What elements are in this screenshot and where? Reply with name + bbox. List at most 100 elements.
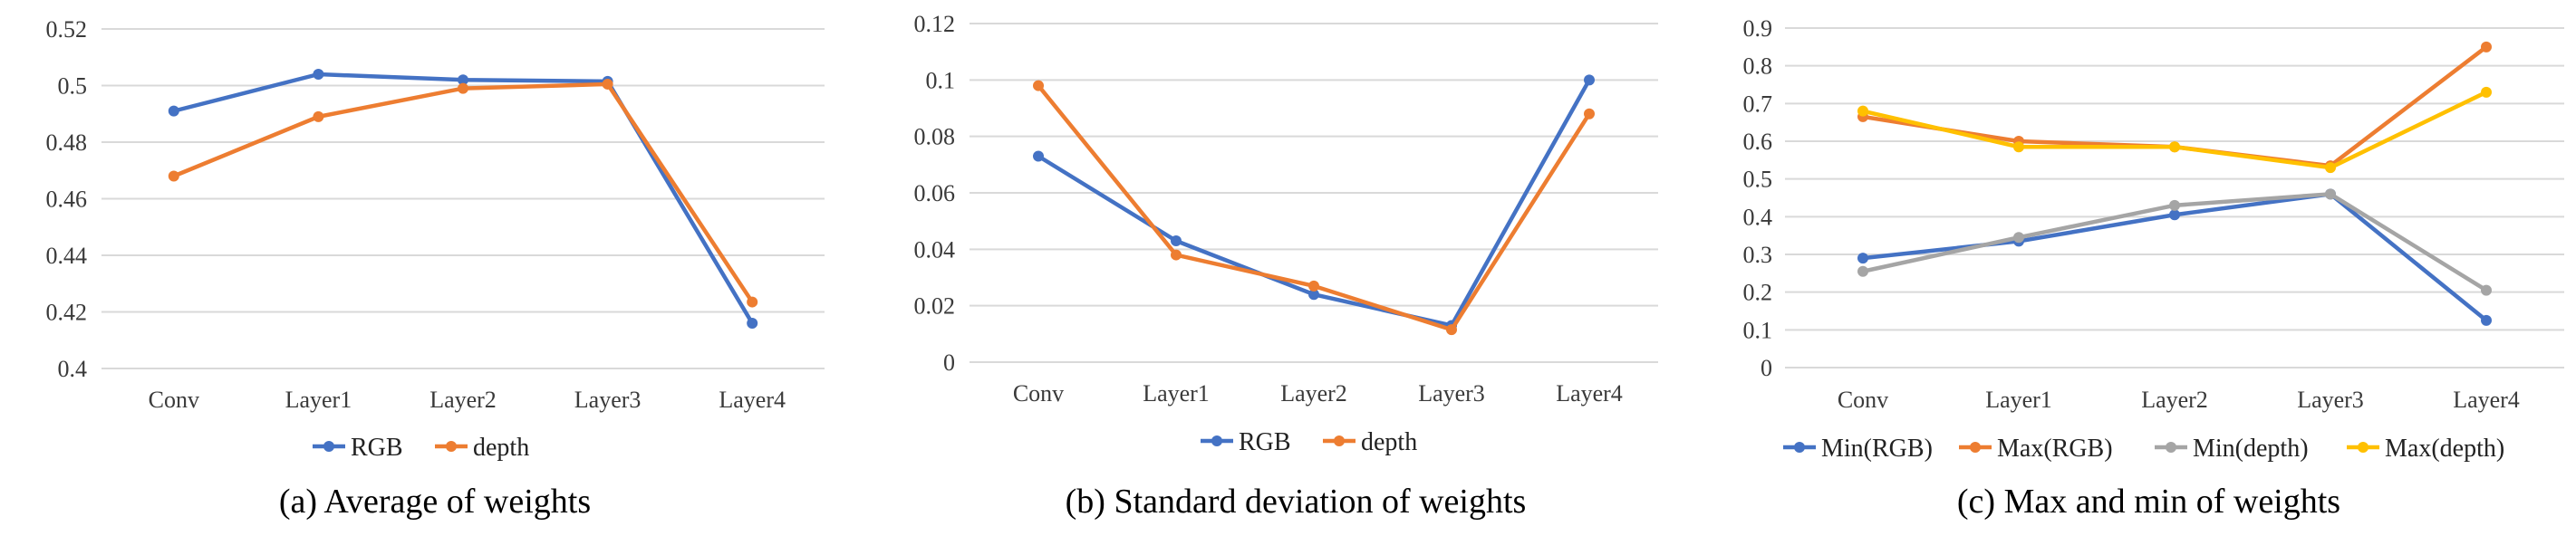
legend-item: Min(RGB) (1783, 435, 1933, 463)
x-tick-label: Layer1 (285, 387, 352, 413)
data-point (1308, 289, 1319, 301)
x-tick-label: Layer3 (2297, 387, 2364, 413)
data-point (458, 74, 468, 86)
data-point (1171, 249, 1182, 261)
data-point (747, 296, 758, 308)
data-point (2169, 209, 2180, 221)
x-tick-label: Layer4 (719, 387, 786, 413)
data-point (1033, 150, 1044, 162)
x-tick-label: Layer1 (1143, 380, 1210, 407)
legend-label: RGB (1239, 428, 1291, 456)
data-point (1857, 253, 1868, 264)
x-tick-label: Layer3 (574, 387, 642, 413)
legend-label: depth (1361, 428, 1417, 456)
y-tick-label: 0.9 (1743, 15, 1773, 42)
legend-item: Max(RGB) (1959, 435, 2113, 463)
chart-std-svg: 0 0.02 0.04 0.06 0.08 0.1 0.12 Conv Layer1 Layer2… (914, 11, 1658, 456)
y-tick-label: 0.1 (1743, 317, 1773, 343)
x-tick-label: Layer2 (429, 387, 497, 413)
x-tick-label: Conv (149, 387, 199, 413)
data-point (168, 105, 179, 117)
legend-item: depth (435, 434, 529, 462)
legend-swatch-marker (2166, 442, 2176, 453)
x-tick-label: Conv (1838, 387, 1888, 413)
chart-panel-average: 0.4 0.42 0.44 0.46 0.48 0.5 0.52 Conv Layer1 Laye… (0, 0, 870, 555)
x-tick-label: Layer1 (1985, 387, 2052, 413)
y-tick-label: 0.6 (1743, 129, 1773, 155)
data-point (747, 318, 758, 329)
legend-item: depth (1323, 428, 1417, 456)
data-point (1857, 265, 1868, 277)
x-tick-label: Layer3 (1418, 380, 1485, 407)
data-point (2013, 232, 2024, 244)
y-tick-label: 0.06 (914, 180, 956, 206)
x-tick-label: Layer2 (1280, 380, 1347, 407)
y-tick-label: 0 (1761, 355, 1772, 381)
y-tick-label: 0.12 (914, 11, 956, 37)
y-tick-label: 0.8 (1743, 53, 1773, 80)
data-point (168, 170, 179, 182)
chart-panel-maxmin: 0 0.1 0.2 0.3 0.4 0.5 0.6 0.7 0.8 0.9 Conv Layer1 La… (1722, 0, 2576, 555)
data-point (1584, 108, 1595, 120)
legend-label: Min(RGB) (1821, 435, 1933, 463)
data-point (313, 69, 324, 80)
data-point (1446, 324, 1457, 336)
data-point (602, 78, 613, 90)
legend-swatch-marker (1970, 442, 1981, 453)
legend-swatch-marker (1211, 435, 1222, 446)
y-tick-label: 0.5 (1743, 167, 1773, 193)
legend-item: Max(depth) (2347, 435, 2504, 463)
chart-panel-std: 0 0.02 0.04 0.06 0.08 0.1 0.12 Conv Layer1 Layer2… (870, 0, 1722, 555)
y-tick-label: 0.44 (46, 243, 88, 269)
data-point (2481, 314, 2492, 326)
data-point (2013, 141, 2024, 153)
x-tick-label: Layer2 (2141, 387, 2208, 413)
y-tick-label: 0.5 (58, 73, 88, 100)
legend-swatch-marker (1334, 435, 1345, 446)
y-tick-label: 0.4 (58, 356, 88, 382)
legend-swatch-marker (323, 441, 334, 452)
legend-swatch-marker (1794, 442, 1805, 453)
data-point (1171, 234, 1182, 246)
data-point (2481, 41, 2492, 53)
legend-label: Min(depth) (2193, 435, 2309, 463)
x-tick-label: Conv (1013, 380, 1064, 407)
data-point (2481, 284, 2492, 296)
y-tick-label: 0.02 (914, 293, 956, 320)
y-tick-label: 0 (943, 349, 955, 376)
y-tick-label: 0.52 (46, 16, 88, 43)
legend-label: Max(depth) (2385, 435, 2504, 463)
data-point (1584, 74, 1595, 86)
y-tick-label: 0.48 (46, 129, 88, 156)
x-tick-label: Layer4 (2453, 387, 2520, 413)
data-point (2481, 86, 2492, 98)
y-tick-label: 0.4 (1743, 204, 1773, 230)
y-tick-label: 0.04 (914, 236, 956, 263)
legend-label: RGB (351, 434, 403, 462)
data-point (2169, 199, 2180, 211)
data-point (1857, 105, 1868, 117)
legend-label: Max(RGB) (1997, 435, 2113, 463)
data-point (2169, 141, 2180, 153)
legend-item: RGB (1201, 428, 1291, 456)
chart-average-svg: 0.4 0.42 0.44 0.46 0.48 0.5 0.52 Conv Layer1 Laye… (46, 16, 825, 462)
chart-maxmin-svg: 0 0.1 0.2 0.3 0.4 0.5 0.6 0.7 0.8 0.9 Conv Layer1 La… (1743, 15, 2564, 463)
data-point (458, 82, 468, 94)
data-point (1033, 80, 1044, 91)
data-point (313, 110, 324, 122)
caption-average: (a) Average of weights (278, 483, 592, 521)
y-tick-label: 0.1 (926, 67, 956, 93)
y-tick-label: 0.3 (1743, 242, 1773, 268)
caption-maxmin: (c) Max and min of weights (1956, 483, 2341, 521)
legend-item: RGB (313, 434, 403, 462)
y-tick-label: 0.08 (914, 124, 956, 150)
data-point (2325, 162, 2336, 174)
legend-swatch-marker (446, 441, 457, 452)
y-tick-label: 0.42 (46, 300, 88, 326)
x-tick-label: Layer4 (1556, 380, 1623, 407)
legend-swatch-marker (2358, 442, 2369, 453)
caption-std: (b) Standard deviation of weights (1065, 483, 1527, 521)
y-tick-label: 0.7 (1743, 91, 1773, 117)
data-point (2325, 188, 2336, 200)
series-line (172, 81, 755, 303)
